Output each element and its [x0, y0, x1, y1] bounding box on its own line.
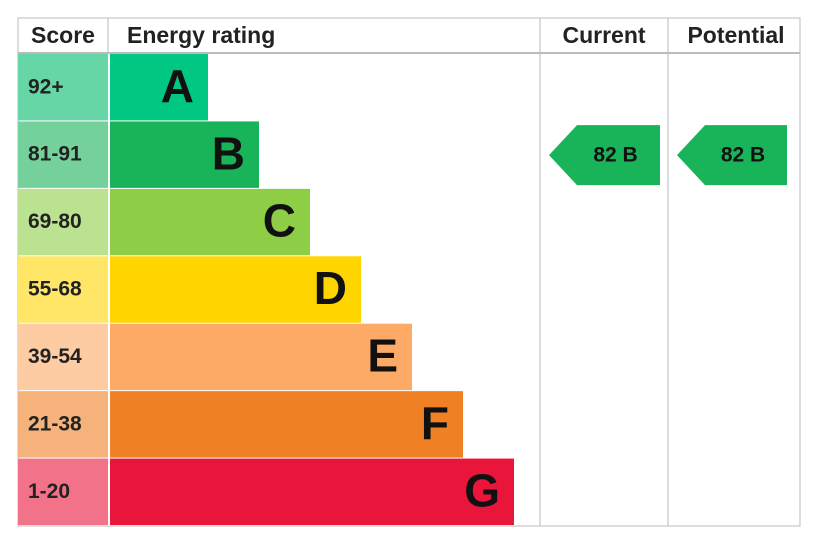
current-label: 82 B — [593, 144, 637, 167]
score-label: 69-80 — [28, 210, 82, 233]
score-label: 39-54 — [28, 345, 82, 368]
header-current: Current — [562, 22, 645, 48]
score-cell — [18, 256, 108, 323]
rating-bar — [110, 121, 259, 188]
rating-letter: E — [367, 330, 398, 382]
score-cell — [18, 54, 108, 121]
score-cell — [18, 188, 108, 256]
rating-bar — [110, 458, 514, 525]
score-cell — [18, 391, 108, 458]
score-cell — [18, 121, 108, 188]
rating-bar — [110, 188, 310, 256]
rating-bar — [110, 323, 412, 391]
rating-letter: G — [464, 464, 500, 516]
rating-letter: B — [212, 127, 245, 179]
header-score: Score — [31, 22, 95, 48]
score-label: 81-91 — [28, 143, 82, 166]
score-cell — [18, 458, 108, 525]
header-potential: Potential — [687, 22, 784, 48]
rating-letter: D — [314, 262, 347, 314]
rating-bar — [110, 54, 208, 121]
score-label: 1-20 — [28, 480, 70, 503]
score-cell — [18, 323, 108, 391]
current-arrow — [549, 125, 660, 186]
potential-label: 82 B — [721, 144, 765, 167]
header-rating: Energy rating — [127, 22, 275, 48]
rating-letter: F — [421, 397, 449, 449]
rating-bar — [110, 391, 463, 458]
rating-bar — [110, 256, 361, 323]
potential-arrow — [677, 125, 787, 186]
rating-letter: C — [263, 195, 296, 247]
score-label: 21-38 — [28, 412, 82, 435]
score-label: 55-68 — [28, 278, 82, 301]
score-label: 92+ — [28, 75, 64, 98]
rating-letter: A — [161, 60, 194, 112]
